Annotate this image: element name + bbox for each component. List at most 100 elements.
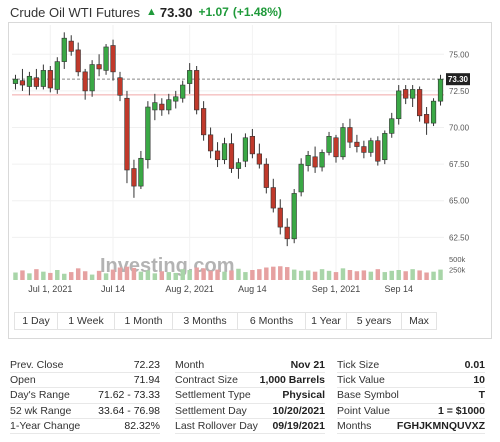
- volume-tick-label: 500k: [449, 255, 466, 264]
- candle-body: [207, 134, 214, 152]
- volume-bar: [271, 266, 276, 280]
- stat-row: Months FGHJKMNQUVXZ: [337, 419, 485, 434]
- volume-bar: [375, 269, 381, 280]
- candle-body: [437, 78, 444, 102]
- candle-body: [166, 99, 172, 111]
- candle-body: [180, 84, 186, 99]
- candle-body: [159, 103, 165, 111]
- stat-label: Tick Size: [337, 359, 380, 371]
- stat-value: 82.32%: [124, 419, 160, 432]
- candle-body: [152, 102, 158, 111]
- volume-bar: [340, 268, 346, 280]
- stat-value: 71.62 - 73.33: [98, 389, 160, 402]
- volume-bar: [403, 271, 408, 280]
- candle-body: [291, 193, 297, 240]
- stat-label: Settlement Type: [175, 389, 251, 402]
- stat-row: Last Rollover Day 09/19/2021: [175, 419, 325, 434]
- range-1-month-button[interactable]: 1 Month: [114, 312, 172, 330]
- stat-value: 71.94: [133, 374, 160, 387]
- candle-body: [312, 156, 318, 168]
- candle-body: [96, 64, 102, 70]
- volume-bar: [117, 267, 123, 280]
- x-tick-label: Sep 14: [384, 284, 413, 294]
- chart-frame: [8, 22, 492, 339]
- stat-label: 1-Year Change: [10, 419, 81, 432]
- volume-bar: [159, 271, 165, 280]
- volume-bar: [319, 269, 325, 280]
- instrument-title: Crude Oil WTI Futures: [10, 4, 141, 20]
- volume-bar: [291, 269, 297, 280]
- stat-label: Day's Range: [10, 389, 70, 402]
- candle-body: [40, 70, 46, 87]
- candle-body: [249, 136, 255, 155]
- candle-body: [138, 157, 144, 187]
- volume-bar: [347, 270, 353, 280]
- volume-bar: [438, 269, 443, 280]
- candle-body: [319, 152, 325, 168]
- stat-value: 0.01: [464, 359, 485, 371]
- last-price: 73.30: [159, 4, 193, 20]
- candle-body: [361, 146, 367, 153]
- stat-row: 52 wk Range 33.64 - 76.98: [10, 404, 160, 419]
- stat-row: 1-Year Change 82.32%: [10, 419, 160, 434]
- stats-column-3: Tick Size 0.01 Tick Value 10 Base Symbol T …: [337, 358, 485, 434]
- candle-body: [396, 90, 402, 120]
- candle-body: [221, 143, 228, 161]
- volume-bar: [431, 271, 436, 280]
- stat-row: Tick Value 10: [337, 373, 485, 389]
- time-range-selector: 1 Day 1 Week 1 Month 3 Months 6 Months 1…: [14, 312, 437, 330]
- volume-bar: [389, 270, 394, 280]
- stat-row: Settlement Type Physical: [175, 388, 325, 404]
- stats-column-1: Prev. Close 72.23 Open 71.94 Day's Range 71…: [10, 358, 160, 434]
- range-6-months-button[interactable]: 6 Months: [237, 312, 305, 330]
- candle-body: [235, 162, 242, 169]
- candle-body: [389, 118, 395, 134]
- volume-bar: [131, 267, 137, 280]
- candle-body: [417, 89, 423, 117]
- volume-bar: [103, 273, 109, 280]
- volume-bar: [250, 270, 255, 280]
- stat-value: Nov 21: [290, 359, 325, 371]
- candle-body: [75, 49, 81, 73]
- stat-value: 10/20/2021: [272, 404, 325, 417]
- candle-body: [26, 75, 33, 87]
- x-tick-label: Aug 2, 2021: [165, 284, 214, 294]
- volume-bar: [55, 270, 60, 280]
- candle-body: [54, 61, 60, 90]
- y-tick-label: 62.50: [449, 233, 470, 242]
- volume-bar: [236, 268, 241, 280]
- y-tick-label: 75.00: [449, 50, 470, 59]
- y-tick-label: 67.50: [449, 160, 470, 169]
- candle-body: [333, 137, 339, 158]
- volume-bar: [138, 271, 144, 280]
- stat-label: Last Rollover Day: [175, 419, 258, 432]
- candle-body: [368, 140, 374, 153]
- candle-body: [103, 46, 109, 71]
- volume-bar: [215, 269, 220, 280]
- range-5-years-button[interactable]: 5 years: [346, 312, 401, 330]
- x-tick-label: Jul 14: [101, 284, 125, 294]
- range-1-day-button[interactable]: 1 Day: [14, 312, 57, 330]
- range-1-week-button[interactable]: 1 Week: [57, 312, 114, 330]
- volume-bar: [229, 270, 234, 280]
- range-3-months-button[interactable]: 3 Months: [172, 312, 237, 330]
- range-1-year-button[interactable]: 1 Year: [305, 312, 346, 330]
- stat-label: Contract Size: [175, 374, 239, 387]
- volume-bar: [382, 272, 388, 280]
- candle-body: [382, 133, 388, 161]
- stat-row: Day's Range 71.62 - 73.33: [10, 388, 160, 404]
- stat-label: Month: [175, 359, 205, 371]
- stat-row: Prev. Close 72.23: [10, 358, 160, 374]
- volume-bar: [41, 271, 46, 280]
- candlestick-chart[interactable]: 75.00 72.50 70.00 67.50 65.00 62.50 Jul 1, 202…: [0, 0, 500, 342]
- y-tick-label: 65.00: [449, 197, 470, 206]
- candle-body: [277, 207, 283, 228]
- stat-row: Month Nov 21: [175, 358, 325, 374]
- volume-bar: [34, 269, 39, 280]
- stat-row: Settlement Day 10/20/2021: [175, 404, 325, 419]
- candle-body: [375, 140, 381, 162]
- candle-body: [12, 78, 19, 84]
- range-max-button[interactable]: Max: [401, 312, 437, 330]
- candle-body: [124, 97, 130, 171]
- candle-body: [131, 168, 137, 187]
